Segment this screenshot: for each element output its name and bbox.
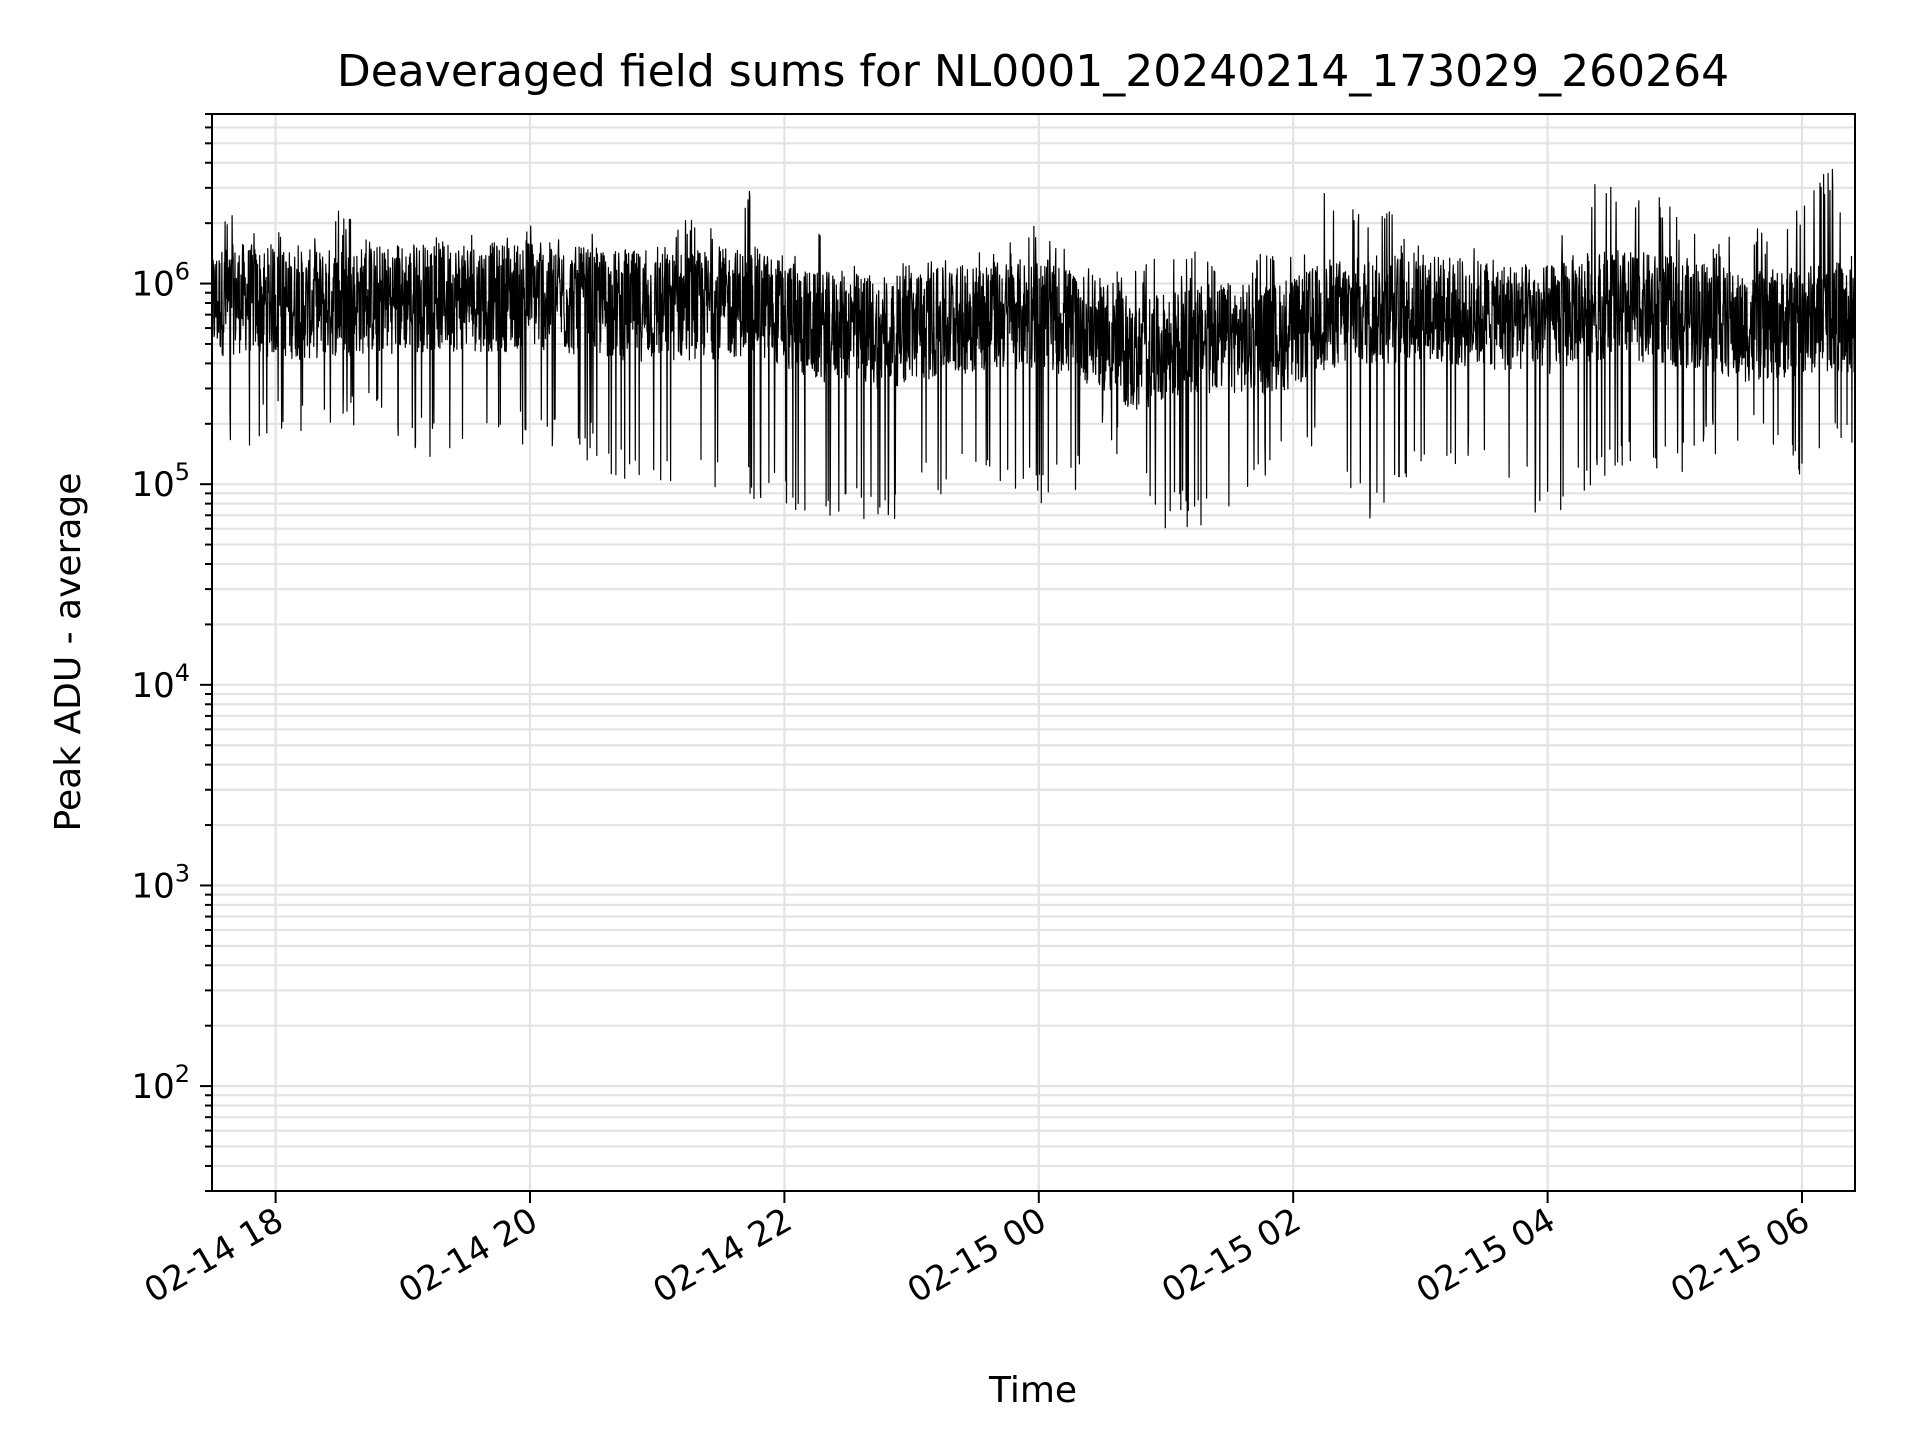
x-tick-label: 02-14 22 (647, 1200, 799, 1311)
y-tick-label: 103 (131, 859, 190, 906)
plot-frame (211, 113, 1856, 1192)
x-ticks: 02-14 18 02-14 20 02-14 22 02-15 00 02-15 02… (138, 1191, 1817, 1311)
x-tick-label: 02-15 04 (1410, 1200, 1562, 1311)
y-tick-label: 104 (131, 659, 190, 706)
x-tick-label: 02-15 06 (1664, 1200, 1816, 1311)
x-tick-label: 02-14 20 (392, 1200, 544, 1311)
y-tick-label: 106 (131, 258, 190, 305)
series-line (211, 168, 1856, 529)
y-ticks: 102 103 104 105 106 (131, 113, 212, 1192)
y-tick-label: 102 (131, 1060, 190, 1107)
x-tick-label: 02-15 02 (1155, 1200, 1307, 1311)
x-tick-label: 02-15 00 (901, 1200, 1053, 1311)
x-tick-label: 02-14 18 (138, 1200, 290, 1311)
y-tick-label: 105 (131, 458, 190, 505)
data-series (211, 168, 1856, 529)
y-axis-label: Peak ADU - average (48, 473, 89, 832)
chart-title: Deaveraged field sums for NL0001_2024021… (337, 46, 1729, 97)
x-axis-label: Time (988, 1370, 1077, 1411)
